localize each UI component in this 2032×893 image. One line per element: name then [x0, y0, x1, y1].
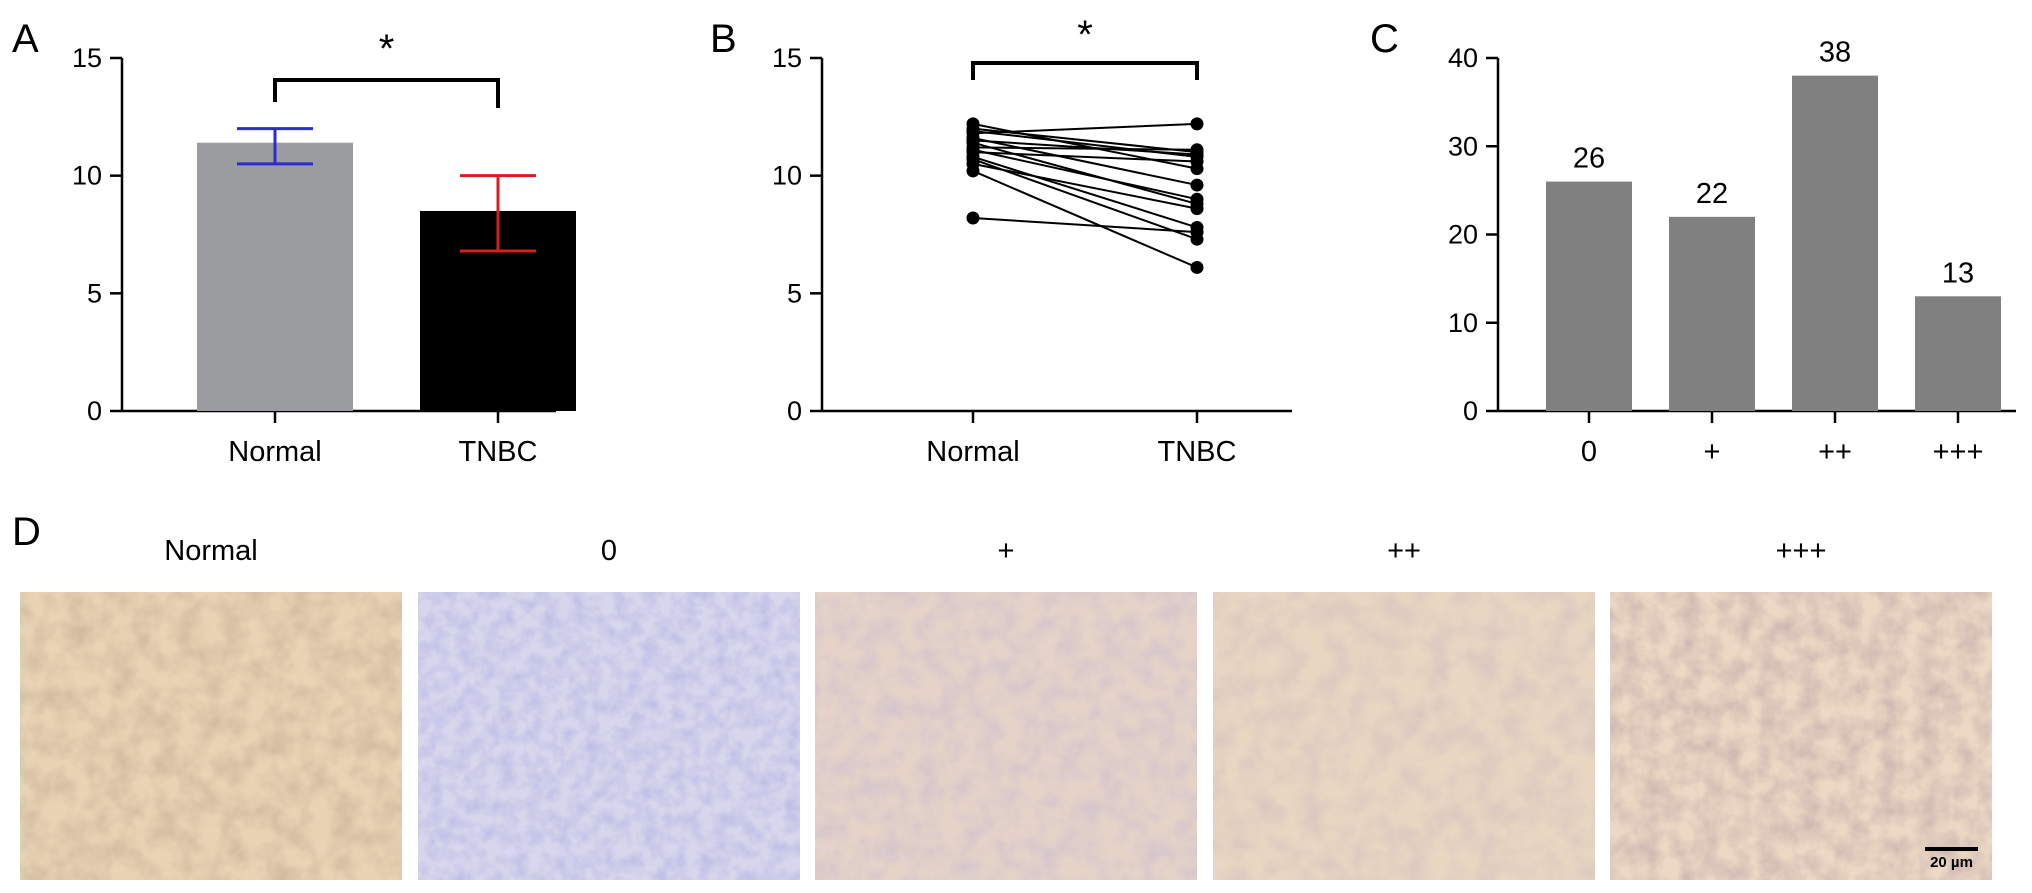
pair-line: [972, 146, 1198, 151]
micrograph-label: 0: [601, 535, 617, 567]
y-tick-label: 30: [1448, 131, 1478, 161]
panel-letter-c: C: [1370, 17, 1399, 61]
scale-bar-label: 20 µm: [1930, 854, 1973, 871]
x-tick-label: ++: [1818, 436, 1852, 468]
chart-c: 0 10 20 30 40 26 0 22 +38 ++ 13 +++: [1448, 37, 2016, 468]
point-tnbc: [1190, 155, 1204, 169]
point-tnbc: [1190, 192, 1204, 206]
pair-line: [972, 162, 1198, 210]
pair-line: [972, 139, 1198, 156]
pair-line: [972, 158, 1198, 241]
data-label: 38: [1819, 37, 1851, 69]
point-tnbc: [1190, 202, 1204, 216]
point-normal: [966, 211, 980, 225]
data-label: 26: [1573, 143, 1605, 175]
pair-line: [972, 122, 1198, 135]
chart-a: 0 5 10 15 Normal TNBC *: [72, 27, 576, 468]
chart-b: 0 5 10 15 Normal TNBC *: [772, 13, 1292, 468]
y-tick-label: 10: [772, 161, 802, 191]
data-label: 22: [1696, 178, 1728, 210]
bar: [1669, 216, 1755, 411]
micrograph-label: +++: [1776, 535, 1827, 567]
x-tick-label: +: [1704, 436, 1721, 468]
bar: [1915, 296, 2001, 411]
point-tnbc: [1190, 260, 1204, 274]
pair-line: [972, 148, 1198, 201]
micrograph-label: +: [998, 535, 1015, 567]
significance-bracket: [273, 78, 500, 108]
micrograph-image: [20, 592, 402, 880]
micrograph-texture: [418, 592, 800, 880]
significance-marker: *: [379, 27, 395, 71]
point-tnbc: [1190, 117, 1204, 131]
x-tick-label: 0: [1581, 436, 1597, 468]
micrograph-texture: [1213, 592, 1595, 880]
bar-normal: [197, 142, 353, 411]
data-label: 13: [1942, 257, 1974, 289]
pair-line: [972, 217, 1198, 234]
significance-marker: *: [1077, 13, 1093, 57]
point-tnbc: [1190, 225, 1204, 239]
x-tick-label: +++: [1933, 436, 1984, 468]
y-tick-label: 10: [1448, 308, 1478, 338]
panel-letter-d: D: [12, 510, 41, 554]
micrograph-image: [1610, 592, 1992, 880]
y-tick-label: 15: [772, 43, 802, 73]
bar: [1792, 75, 1878, 412]
y-tick-label: 15: [72, 43, 102, 73]
y-tick-label: 20: [1448, 220, 1478, 250]
point-tnbc: [1190, 178, 1204, 192]
y-tick-label: 5: [87, 278, 102, 308]
micrograph-label: Normal: [164, 535, 257, 567]
x-tick-label: TNBC: [459, 436, 538, 468]
panel-letter-b: B: [710, 17, 737, 61]
micrograph-texture: [815, 592, 1197, 880]
y-tick-label: 0: [1463, 396, 1478, 426]
x-tick-label: Normal: [228, 436, 321, 468]
bar: [1546, 181, 1632, 411]
micrograph-texture: [1610, 592, 1992, 880]
micrograph-panel: Normal 0 + ++ +++20 µm: [20, 535, 1992, 880]
panel-letter-a: A: [12, 17, 39, 61]
pair-line: [972, 155, 1198, 229]
point-tnbc: [1190, 143, 1204, 157]
micrograph-image: [815, 592, 1197, 880]
micrograph-texture: [20, 592, 402, 880]
significance-bracket: [971, 61, 1199, 80]
pair-line: [972, 170, 1198, 269]
pair-line: [972, 151, 1198, 163]
y-tick-label: 40: [1448, 43, 1478, 73]
y-tick-label: 5: [787, 278, 802, 308]
micrograph-image: [1213, 592, 1595, 880]
x-tick-label: Normal: [926, 436, 1019, 468]
pair-line: [972, 137, 1198, 187]
x-tick-label: TNBC: [1158, 436, 1237, 468]
y-tick-label: 0: [787, 396, 802, 426]
y-tick-label: 10: [72, 161, 102, 191]
micrograph-label: ++: [1387, 535, 1421, 567]
point-normal: [966, 164, 980, 178]
micrograph-image: [418, 592, 800, 880]
y-tick-label: 0: [87, 396, 102, 426]
